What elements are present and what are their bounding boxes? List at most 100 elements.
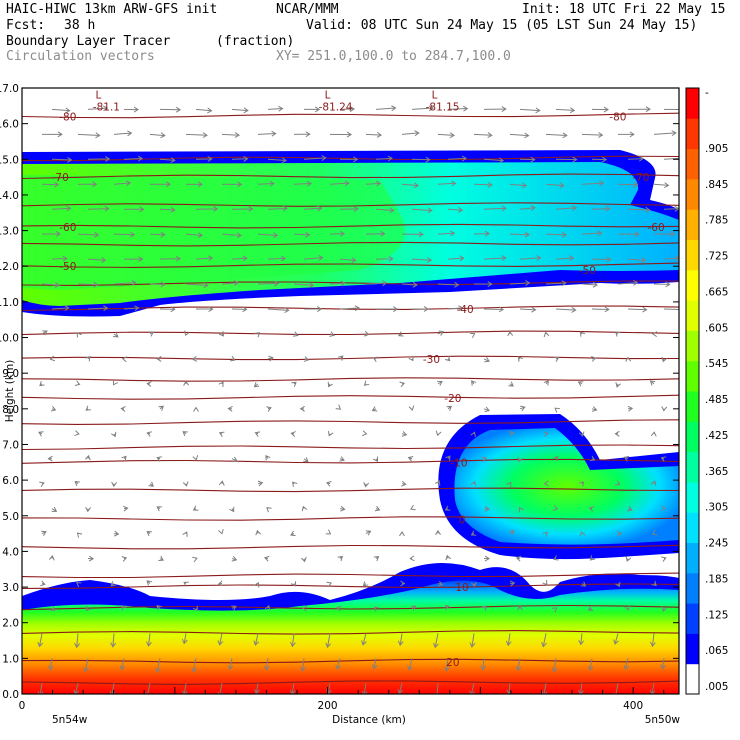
vector-arrow — [507, 330, 514, 337]
isotherm-label: -60 — [648, 222, 665, 234]
vector-arrow — [555, 255, 575, 262]
vector-arrow — [48, 555, 55, 561]
y-tick-label: 7.0 — [2, 439, 19, 451]
isotherm-line — [22, 572, 679, 579]
vector-arrow — [123, 206, 145, 213]
vector-arrow — [375, 306, 399, 313]
isotherm-line — [22, 377, 679, 382]
vector-arrow — [257, 232, 279, 239]
vector-arrow — [290, 431, 296, 437]
vector-arrow — [509, 530, 515, 536]
vector-arrow — [580, 581, 587, 587]
isotherm-line — [22, 658, 679, 664]
vector-arrow — [653, 231, 676, 237]
vector-arrow — [411, 207, 433, 214]
vector-arrow — [518, 506, 524, 513]
vector-arrow — [77, 281, 99, 288]
colorbar-swatch — [686, 542, 699, 574]
vector-arrow — [41, 282, 61, 288]
vector-arrow — [182, 481, 189, 487]
vector-arrow — [195, 255, 214, 262]
vector-arrow — [325, 529, 332, 535]
y-tick-label: 2.0 — [2, 618, 19, 630]
colorbar-swatch — [686, 178, 699, 210]
isotherm-label: -80 — [609, 112, 626, 124]
vector-arrow — [591, 156, 608, 163]
x-axis-label: Distance (km) — [332, 714, 406, 726]
cross-section-label: XY= 251.0,100.0 to 284.7,100.0 — [276, 49, 511, 64]
colorbar-label: .905 — [705, 143, 728, 155]
vector-arrow — [627, 405, 634, 412]
vector-arrow — [627, 306, 648, 313]
vector-arrow — [183, 581, 189, 587]
colorbar-swatch — [686, 572, 699, 604]
vector-arrow — [627, 506, 633, 512]
vector-arrow — [650, 480, 657, 486]
colorbar-label: .605 — [705, 322, 728, 334]
vector-arrow — [483, 106, 507, 112]
vector-arrow — [156, 604, 162, 611]
vector-arrow — [579, 531, 586, 537]
vector-arrow — [253, 382, 260, 388]
vector-arrow — [74, 480, 80, 487]
vector-arrow — [362, 581, 369, 587]
vector-arrow — [257, 180, 275, 187]
vector-arrow — [589, 555, 596, 561]
colorbar-label: .845 — [705, 179, 728, 191]
vector-arrow — [110, 431, 117, 438]
vector-arrow — [469, 332, 476, 338]
vector-arrow — [623, 658, 630, 671]
vector-arrow — [327, 381, 333, 388]
vector-arrow — [87, 155, 111, 162]
vector-arrow — [555, 107, 576, 114]
vector-arrow — [51, 255, 68, 262]
plot-frame — [21, 87, 680, 695]
vector-arrow — [329, 280, 346, 287]
vector-arrow — [616, 530, 622, 537]
vector-arrow — [555, 156, 578, 163]
vector-arrow — [509, 132, 530, 139]
vector-arrow — [254, 332, 261, 338]
y-axis-ticks: 0.0 1.0 2.0 3.0 4.0 5.0 6.0 7.0 8.0 9.0 10.0 11.0 12… — [0, 83, 679, 701]
vector-arrow — [509, 182, 528, 189]
isotherm-line — [22, 604, 679, 611]
vector-arrow — [326, 581, 333, 588]
vector-arrow — [267, 105, 284, 112]
vector-arrow — [149, 132, 166, 139]
vector-arrow — [555, 205, 578, 211]
field-name: Boundary Layer Tracer — [6, 34, 171, 49]
vector-arrow — [218, 480, 225, 486]
x-right-endpoint: 5n50w — [645, 714, 681, 726]
vector-arrow — [266, 507, 272, 513]
vector-arrow — [156, 506, 162, 512]
vector-arrow — [545, 182, 565, 189]
vector-arrow — [515, 658, 522, 672]
vector-arrow — [517, 605, 523, 611]
vector-arrow — [335, 658, 342, 671]
y-tick-label: 14.0 — [0, 190, 19, 202]
y-tick-label: 6.0 — [2, 475, 19, 487]
vector-arrow — [40, 580, 46, 587]
valid-time: Valid: 08 UTC Sun 24 May 15 (05 LST Sun … — [306, 18, 698, 33]
vector-arrow — [193, 406, 199, 412]
isotherm-line — [22, 330, 679, 336]
vector-arrow — [266, 406, 272, 412]
vector-arrow — [437, 230, 456, 237]
vector-arrow — [41, 530, 47, 536]
colorbar-swatch — [686, 360, 699, 392]
vector-arrow — [365, 530, 372, 536]
vector-arrow — [555, 306, 577, 313]
x-axis-ticks: 0 200 400 — [19, 687, 665, 712]
vector-arrow — [483, 157, 505, 164]
boundary-layer-inner — [22, 580, 679, 694]
vector-arrow — [617, 231, 640, 238]
vector-arrow — [183, 380, 190, 386]
vector-arrow — [625, 556, 632, 562]
vector-arrow — [253, 633, 260, 646]
minimum-temperature-labels: L-81.1L-81.24L-81.15 — [93, 89, 460, 113]
vector-arrow — [121, 455, 127, 462]
vector-arrow — [339, 257, 357, 264]
vector-arrow — [74, 430, 80, 437]
vector-arrow — [49, 355, 56, 362]
vector-arrow — [337, 555, 344, 562]
